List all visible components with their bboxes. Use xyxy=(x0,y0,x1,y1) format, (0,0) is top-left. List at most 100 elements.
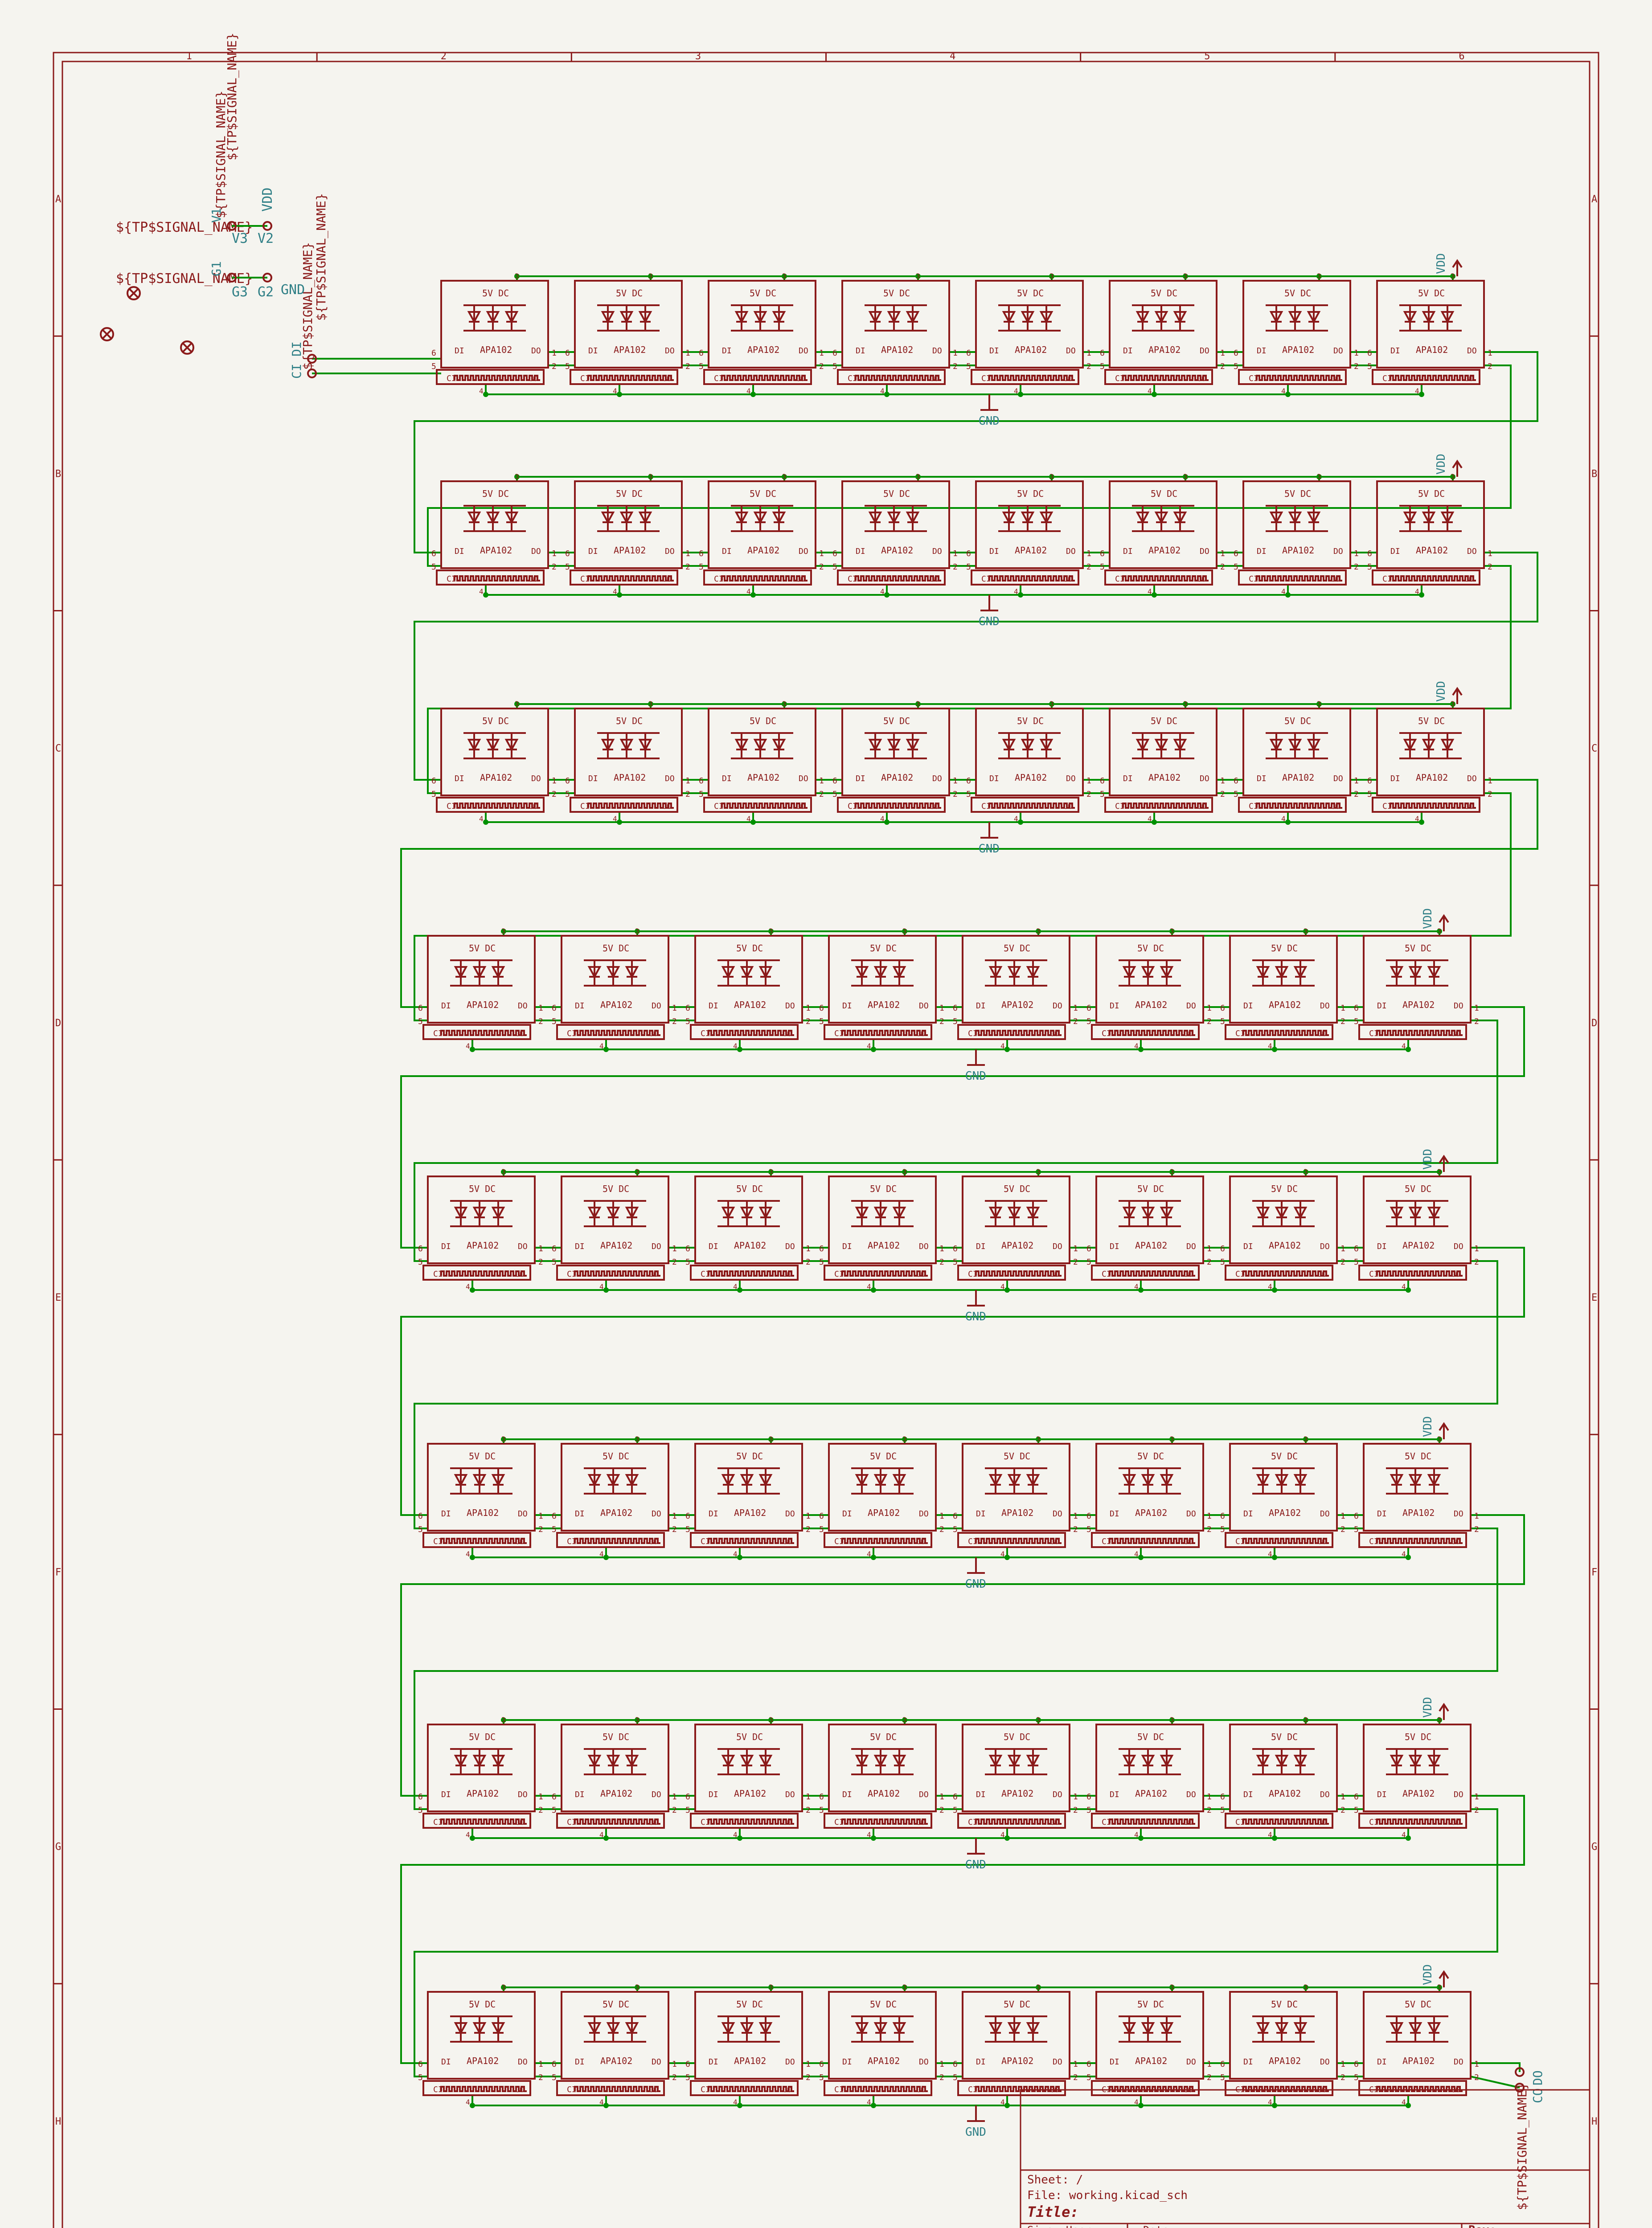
led-pin-6: 6 xyxy=(953,2060,958,2069)
led-pin-do: DO xyxy=(785,1790,795,1799)
led-diode-icon xyxy=(1386,2015,1448,2043)
led-pin-6: 6 xyxy=(431,549,436,558)
led-pin-di: DI xyxy=(1390,547,1400,556)
led-pin-3: 3 xyxy=(515,272,519,280)
led-pin-2: 2 xyxy=(939,1525,944,1534)
led-pin-1: 1 xyxy=(1474,1792,1479,1802)
led-pin-5: 5 xyxy=(953,1806,958,1815)
led-pin-3: 3 xyxy=(769,1435,773,1443)
led-pin-4: 4 xyxy=(1402,1042,1406,1050)
led-part-label: APA102 xyxy=(1402,1507,1435,1518)
led-pin-3: 3 xyxy=(1451,700,1455,708)
led-pin-6: 6 xyxy=(1354,2060,1359,2069)
led-pin-5: 5 xyxy=(1220,1017,1225,1026)
led-pin-di: DI xyxy=(722,774,732,783)
gnd-label: GND xyxy=(979,615,1000,628)
led-supply-label: 5V DC xyxy=(1004,1184,1030,1194)
led-pin-5: 5 xyxy=(418,1257,423,1267)
led-diode-icon xyxy=(985,1200,1047,1227)
gnd-power-symbol: GND xyxy=(965,1838,986,1872)
led-pin-di: DI xyxy=(1110,2057,1119,2067)
led-pin-3: 3 xyxy=(501,1983,506,1991)
led-pin-4: 4 xyxy=(733,1042,738,1050)
led-pin-6: 6 xyxy=(418,2060,423,2069)
led-supply-label: 5V DC xyxy=(1284,716,1311,726)
led-pin-do: DO xyxy=(1053,1001,1062,1011)
led-diode-icon xyxy=(1399,304,1462,332)
chain-wiring[interactable] xyxy=(312,274,1538,2108)
led-pin-di: DI xyxy=(1123,774,1133,783)
led-pin-6: 6 xyxy=(832,348,837,358)
led-pin-di: DI xyxy=(455,774,464,783)
led-pin-2: 2 xyxy=(1354,362,1359,371)
led-pin-2: 2 xyxy=(806,1017,811,1026)
led-pin-di: DI xyxy=(1243,1509,1253,1519)
led-part-label: APA102 xyxy=(1269,1240,1301,1251)
led-pin-6: 6 xyxy=(699,776,704,786)
led-pin-do: DO xyxy=(1186,1509,1196,1519)
led-part-label: APA102 xyxy=(1135,999,1167,1010)
led-pin-4: 4 xyxy=(1000,1282,1005,1291)
led-pin-4: 4 xyxy=(1268,1831,1272,1839)
led-pin-3: 3 xyxy=(1170,927,1174,935)
led-pin-2: 2 xyxy=(1474,1525,1479,1534)
tp-vdd-net: VDD xyxy=(260,188,275,212)
led-part-label: APA102 xyxy=(1416,772,1448,783)
led-supply-label: 5V DC xyxy=(1405,1451,1431,1462)
led-pin-5: 5 xyxy=(565,362,570,371)
led-pin-do: DO xyxy=(799,346,808,356)
led-pin-do: DO xyxy=(1066,346,1076,356)
led-pin-2: 2 xyxy=(672,1525,677,1534)
led-pin-1: 1 xyxy=(685,348,690,358)
led-pin-3: 3 xyxy=(1317,472,1321,481)
led-pin-5: 5 xyxy=(685,1257,690,1267)
led-pin-3: 3 xyxy=(1304,1983,1308,1991)
led-pin-1: 1 xyxy=(1340,1511,1345,1521)
led-part-label: APA102 xyxy=(734,1240,766,1251)
led-part-label: APA102 xyxy=(868,1507,900,1518)
led-pin-2: 2 xyxy=(939,1806,944,1815)
zone-row-label: H xyxy=(55,2116,61,2127)
led-pin-do: DO xyxy=(919,1790,929,1799)
led-pin-do: DO xyxy=(1320,1509,1330,1519)
led-pin-4: 4 xyxy=(599,2098,604,2106)
output-do-label: DO xyxy=(1530,2070,1545,2085)
led-part-label: APA102 xyxy=(1282,545,1314,556)
led-pin-4: 4 xyxy=(599,1282,604,1291)
led-diode-icon xyxy=(1252,1467,1315,1495)
led-pin-1: 1 xyxy=(1207,1244,1212,1253)
led-pin-1: 1 xyxy=(806,1511,811,1521)
led-supply-label: 5V DC xyxy=(1017,488,1044,499)
led-pin-1: 1 xyxy=(1354,348,1359,358)
led-supply-label: 5V DC xyxy=(750,288,776,299)
led-pin-3: 3 xyxy=(902,1983,907,1991)
led-supply-label: 5V DC xyxy=(469,1184,496,1194)
led-pin-6: 6 xyxy=(565,549,570,558)
led-pin-3: 3 xyxy=(635,1167,639,1176)
led-supply-label: 5V DC xyxy=(616,716,643,726)
led-pin-3: 3 xyxy=(515,472,519,481)
led-part-label: APA102 xyxy=(467,999,499,1010)
led-diode-icon xyxy=(851,1467,914,1495)
led-pin-4: 4 xyxy=(867,1282,871,1291)
led-pin-1: 1 xyxy=(1488,348,1492,358)
led-pin-do: DO xyxy=(531,774,541,783)
led-part-label: APA102 xyxy=(747,772,779,783)
led-pin-4: 4 xyxy=(479,387,484,395)
led-pin-do: DO xyxy=(652,2057,661,2067)
led-pin-2: 2 xyxy=(806,2073,811,2082)
led-pin-di: DI xyxy=(1390,346,1400,356)
led-pin-6: 6 xyxy=(1086,1511,1091,1521)
led-supply-label: 5V DC xyxy=(1004,1451,1030,1462)
led-diode-icon xyxy=(1266,304,1328,332)
led-pin-3: 3 xyxy=(1437,927,1442,935)
led-pin-6: 6 xyxy=(1100,348,1105,358)
vdd-label: VDD xyxy=(1435,253,1448,274)
